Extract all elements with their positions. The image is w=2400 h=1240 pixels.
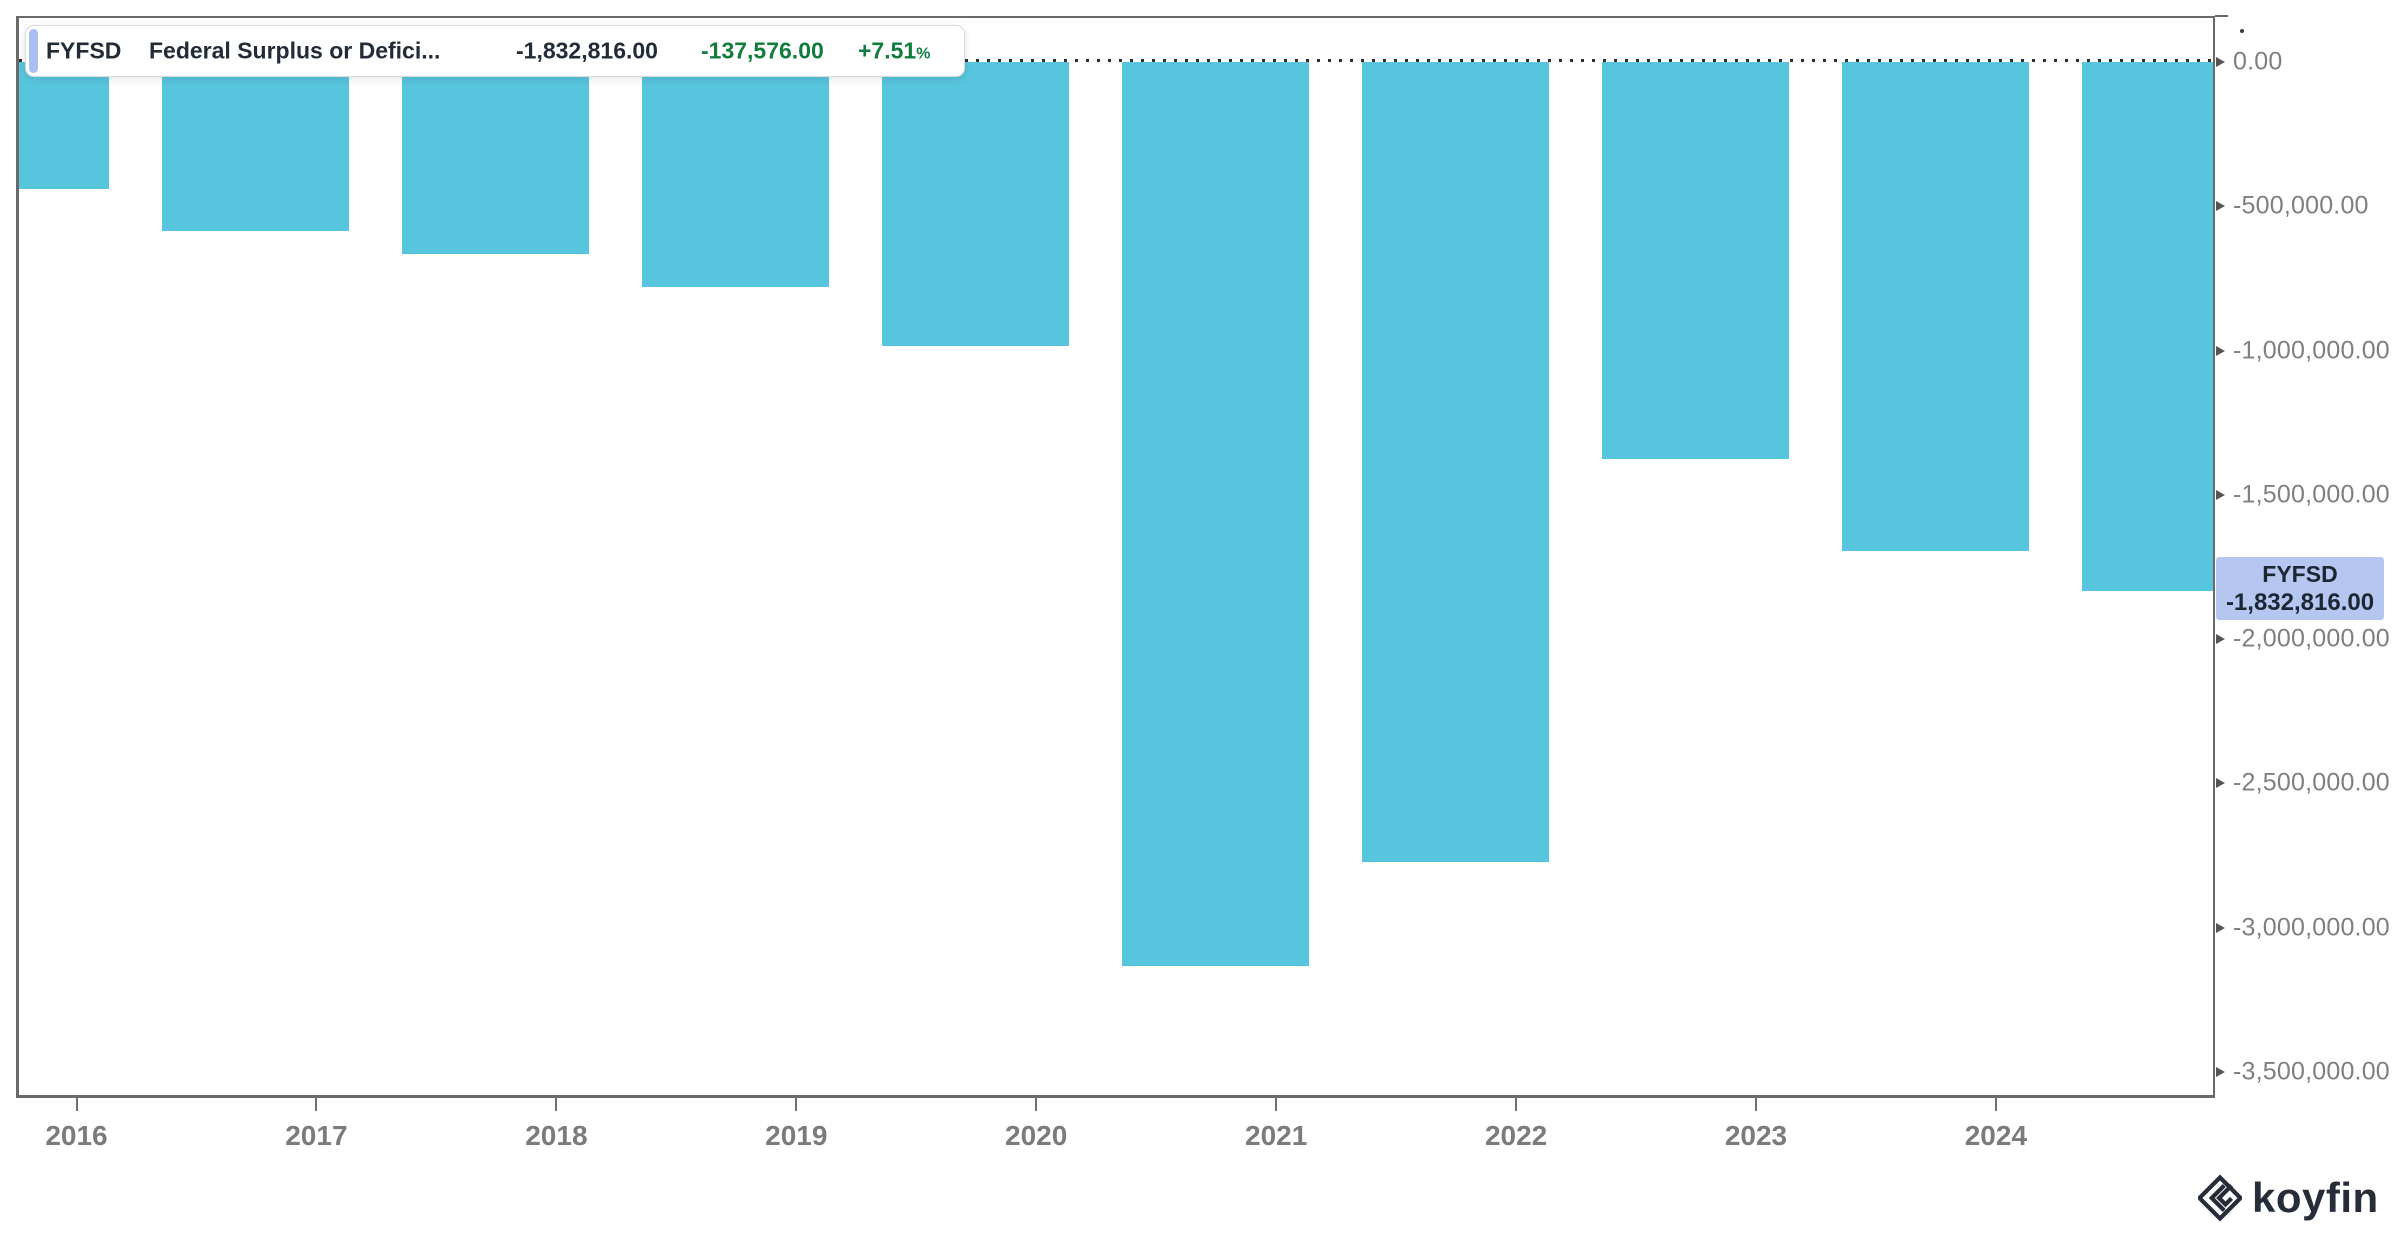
- y-tick-arrow: [2216, 345, 2225, 356]
- badge-value: -1,832,816.00: [2225, 589, 2375, 616]
- y-tick-label: 0.00: [2233, 47, 2283, 76]
- x-tick-mark: [315, 1098, 318, 1111]
- y-tick-arrow: [2216, 1067, 2225, 1077]
- bar-2024[interactable]: [2081, 62, 2213, 591]
- bar-2017[interactable]: [402, 62, 590, 254]
- x-tick-mark: [1275, 1098, 1278, 1111]
- x-tick-label-2022: 2022: [1484, 1120, 1548, 1151]
- y-tick-arrow: [2216, 57, 2225, 67]
- koyfin-diamond-icon: [2198, 1174, 2242, 1222]
- x-tick-mark: [75, 1098, 78, 1111]
- y-tick-label: -1,500,000.00: [2233, 480, 2390, 509]
- bar-2016[interactable]: [162, 62, 350, 231]
- bar-2023[interactable]: [1841, 62, 2029, 552]
- y-tick-label: -2,000,000.00: [2233, 624, 2390, 653]
- x-tick-mark: [1515, 1098, 1518, 1111]
- x-tick-mark: [1994, 1098, 1997, 1111]
- koyfin-wordmark: koyfin: [2252, 1174, 2379, 1221]
- y-tick-label: -3,500,000.00: [2233, 1057, 2390, 1086]
- legend-series-name[interactable]: Federal Surplus or Defici...: [149, 37, 441, 64]
- y-tick-label: -2,500,000.00: [2233, 768, 2390, 797]
- badge-ticker: FYFSD: [2262, 561, 2338, 587]
- legend-change-value: -137,576.00: [701, 37, 824, 64]
- x-tick-label-2021: 2021: [1245, 1120, 1308, 1151]
- x-tick-label-2020: 2020: [1005, 1120, 1068, 1151]
- percent-sign: %: [916, 45, 931, 63]
- x-tick-mark: [795, 1098, 798, 1111]
- y-tick-arrow: [2216, 489, 2225, 500]
- y-tick-label: -3,000,000.00: [2233, 913, 2390, 942]
- y-tick-label: -1,000,000.00: [2233, 336, 2390, 365]
- x-tick-mark: [1755, 1098, 1757, 1111]
- x-tick-label-2019: 2019: [765, 1120, 828, 1151]
- legend-accent-bar: [29, 29, 38, 73]
- bar-2019[interactable]: [882, 62, 1069, 347]
- bar-2021[interactable]: [1361, 62, 1549, 862]
- y-tick-arrow: [2216, 634, 2225, 645]
- legend-change-percent: +7.51%: [858, 37, 931, 64]
- x-tick-label-2016: 2016: [45, 1120, 108, 1151]
- y-tick-arrow: [2216, 778, 2225, 789]
- x-tick-mark: [555, 1098, 558, 1111]
- series-legend-pill[interactable]: FYFSD Federal Surplus or Defici... -1,83…: [25, 25, 965, 77]
- y-tick-arrow: [2216, 922, 2225, 933]
- x-tick-label-2018: 2018: [525, 1120, 588, 1151]
- x-tick-label-2017: 2017: [285, 1120, 348, 1151]
- bar-2015[interactable]: [19, 62, 110, 189]
- axis-top-tick: [2215, 15, 2228, 17]
- last-point-dot: [2240, 29, 2244, 33]
- x-tick-label-2023: 2023: [1724, 1120, 1788, 1151]
- y-tick-label: -500,000.00: [2233, 191, 2369, 220]
- y-tick-arrow: [2216, 201, 2225, 212]
- plot-area[interactable]: [16, 16, 2215, 1098]
- legend-last-value: -1,832,816.00: [516, 37, 658, 64]
- last-value-axis-badge: FYFSD -1,832,816.00: [2216, 557, 2384, 620]
- legend-ticker[interactable]: FYFSD: [46, 37, 122, 64]
- bar-2022[interactable]: [1601, 62, 1789, 459]
- x-tick-mark: [1035, 1098, 1038, 1111]
- koyfin-logo: koyfin: [2198, 1172, 2379, 1224]
- zero-gridline: [19, 59, 2213, 62]
- x-tick-label-2024: 2024: [1964, 1120, 2028, 1151]
- bar-2018[interactable]: [642, 62, 830, 287]
- bar-2020[interactable]: [1122, 62, 1309, 966]
